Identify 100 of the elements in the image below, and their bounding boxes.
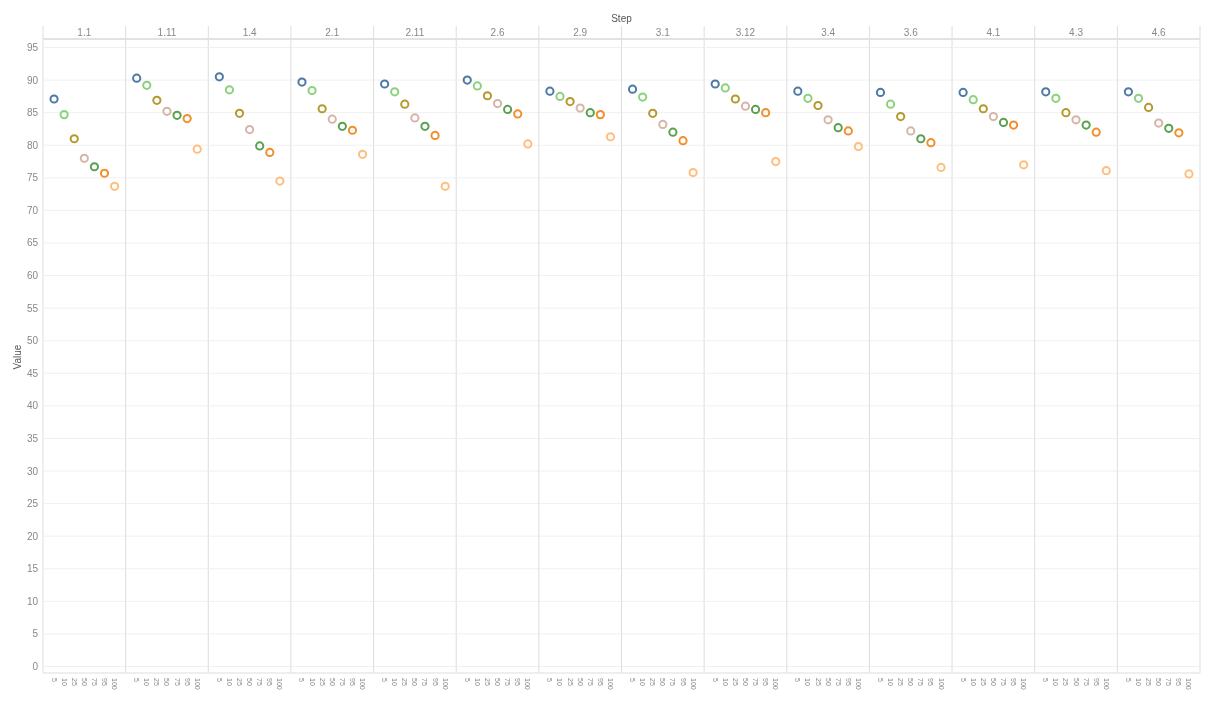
y-tick-label: 0 [32, 660, 39, 672]
point [720, 83, 730, 93]
point [1143, 102, 1154, 113]
point [1061, 108, 1071, 118]
chart-title: 4.1 [986, 27, 1001, 38]
point [575, 103, 585, 113]
y-tick-label: 50 [26, 335, 39, 347]
y-tick-label: 10 [26, 595, 39, 607]
chart-title: 1.11 [157, 27, 177, 38]
point [89, 162, 100, 172]
point [605, 132, 616, 142]
y-tick-label: 60 [26, 270, 39, 282]
point [297, 77, 307, 87]
point [998, 117, 1009, 128]
point [926, 138, 936, 148]
y-tick-label: 15 [26, 563, 39, 575]
point [978, 104, 988, 114]
point [793, 86, 803, 96]
point [307, 85, 317, 96]
point [1091, 127, 1101, 137]
y-tick-label: 90 [26, 74, 39, 86]
point [245, 125, 255, 135]
point [916, 134, 926, 144]
point [658, 119, 668, 129]
chart-title: 1.1 [77, 27, 92, 38]
point [771, 156, 781, 167]
point [462, 75, 472, 85]
point [503, 104, 513, 115]
point [1008, 120, 1019, 130]
point [99, 168, 110, 178]
y-tick-label: 95 [26, 42, 39, 54]
point [400, 99, 410, 109]
point [595, 110, 605, 120]
point [192, 144, 202, 154]
chart-title: 2.1 [325, 27, 340, 38]
point [430, 130, 440, 141]
point [710, 79, 720, 89]
point [936, 162, 946, 172]
y-tick-label: 65 [26, 237, 39, 249]
point [420, 121, 430, 131]
point [545, 86, 555, 96]
point [1133, 93, 1144, 103]
y-tick-label: 25 [26, 498, 39, 510]
point [750, 104, 761, 115]
point [69, 134, 79, 144]
point [214, 72, 224, 82]
point [678, 136, 688, 146]
point [843, 126, 853, 136]
point [823, 115, 833, 125]
point [347, 125, 358, 135]
chart-title: 2.9 [573, 27, 588, 38]
text: Step [611, 13, 633, 24]
y-tick-label: 35 [26, 432, 39, 444]
point [110, 181, 120, 191]
chart-title: 2.11 [405, 27, 425, 38]
chart-title: 3.6 [903, 27, 919, 38]
point [896, 111, 906, 122]
chart-title: 4.3 [1069, 27, 1084, 38]
point [275, 176, 285, 186]
point [182, 113, 192, 124]
point [49, 94, 59, 104]
point [638, 92, 648, 102]
point [1164, 123, 1174, 133]
y-tick-label: 75 [26, 172, 39, 184]
y-tick-label: 20 [26, 530, 39, 542]
point [1174, 128, 1184, 138]
point [1081, 120, 1091, 130]
y-tick-label: 55 [26, 302, 39, 314]
point [853, 141, 863, 152]
point [875, 87, 886, 98]
point [813, 100, 823, 111]
point [688, 168, 698, 178]
y-tick-label: 40 [26, 400, 39, 412]
point [59, 110, 69, 120]
chart-title: 3.12 [735, 27, 756, 38]
point [988, 111, 998, 122]
y-tick-label: 85 [26, 107, 39, 119]
point [492, 98, 503, 109]
point [255, 141, 265, 151]
point [390, 87, 400, 97]
point [761, 108, 771, 118]
point [958, 87, 968, 98]
y-tick-label: 5 [32, 628, 39, 640]
point [337, 121, 347, 131]
point [132, 73, 142, 83]
point [627, 84, 638, 94]
y-tick-label: 70 [26, 204, 39, 216]
point [1019, 160, 1029, 170]
chart-title: 1.4 [242, 27, 257, 38]
point [1041, 87, 1051, 97]
point [968, 95, 978, 105]
point [1101, 166, 1111, 176]
point [440, 181, 450, 191]
point [380, 79, 390, 89]
point [730, 94, 740, 104]
point [142, 80, 152, 90]
point [740, 101, 751, 111]
y-tick-label: 45 [26, 367, 39, 379]
point [833, 123, 843, 133]
point [317, 104, 327, 114]
